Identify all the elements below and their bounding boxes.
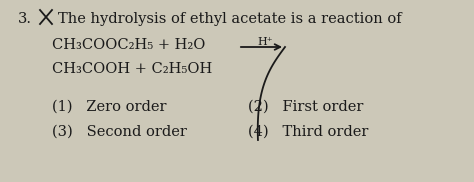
Text: (2)   First order: (2) First order (248, 100, 364, 114)
Text: The hydrolysis of ethyl acetate is a reaction of: The hydrolysis of ethyl acetate is a rea… (58, 12, 401, 26)
Text: CH₃COOH + C₂H₅OH: CH₃COOH + C₂H₅OH (52, 62, 212, 76)
Text: H⁺: H⁺ (257, 37, 273, 47)
Text: (3)   Second order: (3) Second order (52, 125, 187, 139)
Text: (1)   Zero order: (1) Zero order (52, 100, 166, 114)
Text: 3.: 3. (18, 12, 32, 26)
Text: CH₃COOC₂H₅ + H₂O: CH₃COOC₂H₅ + H₂O (52, 38, 205, 52)
Text: (4)   Third order: (4) Third order (248, 125, 368, 139)
